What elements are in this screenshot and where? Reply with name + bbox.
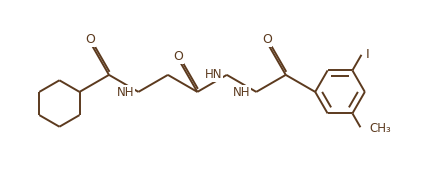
Text: HN: HN <box>205 68 223 81</box>
Text: O: O <box>262 33 272 46</box>
Text: I: I <box>366 48 370 61</box>
Text: O: O <box>173 50 183 63</box>
Text: CH₃: CH₃ <box>369 121 391 134</box>
Text: NH: NH <box>117 86 135 99</box>
Text: O: O <box>85 33 95 46</box>
Text: NH: NH <box>233 86 250 99</box>
